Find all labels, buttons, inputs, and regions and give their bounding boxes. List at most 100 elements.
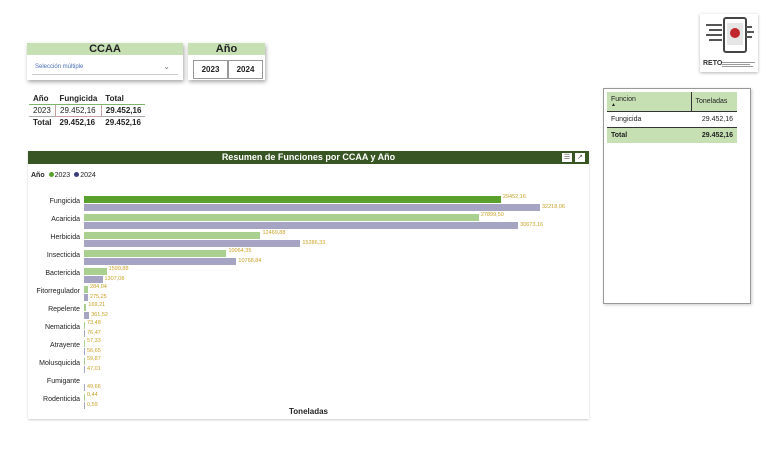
legend-dot-2024 (74, 172, 80, 177)
bar-2024[interactable] (84, 276, 103, 283)
bar-2024[interactable] (84, 384, 85, 391)
column-header-funcion[interactable]: Funcion ▲ (607, 92, 692, 112)
data-label-2023: 10064,35 (228, 248, 252, 254)
row-toneladas: 29.452,16 (691, 111, 737, 128)
data-label-2023: 12469,88 (262, 230, 286, 236)
legend-label-2023: 2023 (54, 172, 71, 179)
bar-2024[interactable] (84, 348, 85, 355)
data-label-2023: 73,48 (87, 320, 101, 326)
data-label-2023: 284,04 (90, 284, 107, 290)
bar-2024[interactable] (84, 294, 88, 301)
category-label: Nematicida (44, 324, 80, 331)
logo-subtext-graphic (722, 62, 755, 67)
logo-text: RETO (703, 60, 723, 67)
category-label: Acaricida (51, 216, 80, 223)
data-label-2024: 30673,16 (520, 222, 544, 228)
data-label-2024: 76,47 (87, 330, 101, 336)
bar-2023[interactable] (84, 340, 85, 347)
funcion-toneladas-table: Funcion ▲ Toneladas Fungicida 29.452,16 … (603, 88, 751, 304)
bar-2023[interactable] (84, 196, 501, 203)
bar-2023[interactable] (84, 304, 87, 311)
category-label: Repelente (48, 306, 80, 313)
total-row: Total 29.452,16 29.452,16 (29, 116, 146, 128)
data-label-2024: 275,25 (89, 294, 107, 300)
legend-title: Año (31, 172, 45, 179)
bar-2023[interactable] (84, 268, 107, 275)
legend-dot-2023 (48, 172, 54, 177)
bar-2023[interactable] (84, 214, 479, 221)
legend-item-2023[interactable]: 2023 (48, 172, 71, 179)
data-label-2024: 361,52 (91, 312, 108, 318)
column-header-total[interactable]: Total (101, 93, 146, 105)
data-label-2023: 29452,16 (502, 194, 526, 200)
table-row: 2023 29.452,16 29.452,16 (29, 104, 145, 117)
data-label-2024: 0,59 (87, 402, 98, 408)
bar-2023[interactable] (84, 394, 85, 401)
bar-2023[interactable] (84, 322, 86, 329)
category-label: Rodenticida (43, 396, 80, 403)
row-fungicida-value[interactable]: 29.452,16 (55, 104, 102, 117)
bar-2024[interactable] (84, 240, 301, 247)
x-axis-label: Toneladas (289, 407, 328, 416)
reto-logo-graphic (706, 17, 754, 53)
bar-2024[interactable] (84, 204, 540, 211)
anio-slicer: Año 2023 2024 (188, 43, 265, 80)
bar-2023[interactable] (84, 358, 85, 365)
bar-2023[interactable] (84, 232, 261, 239)
category-label: Fumigante (46, 378, 80, 385)
total-total: 29.452,16 (101, 116, 146, 128)
data-label-2023: 27899,50 (480, 212, 504, 218)
category-label: Bactericida (45, 270, 80, 277)
data-label-2023: 59,87 (87, 356, 101, 362)
chart-legend: Año 2023 2024 (31, 172, 96, 179)
total-toneladas: 29.452,16 (691, 127, 737, 143)
chart-title: Resumen de Funciones por CCAA y Año (28, 151, 589, 164)
reto-logo: RETO (700, 14, 758, 72)
row-total-value: 29.452,16 (105, 106, 142, 115)
data-label-2024: 47,01 (87, 366, 101, 372)
focus-mode-icon[interactable]: ↗ (575, 153, 585, 162)
chart-header-icons: ☰ ↗ (562, 153, 585, 162)
summary-matrix: Año Fungicida Total 2023 29.452,16 29.45… (29, 93, 146, 128)
bar-2023[interactable] (84, 286, 89, 293)
category-label: Molusquicida (39, 360, 80, 367)
bar-2024[interactable] (84, 312, 90, 319)
column-header-funcion-label: Funcion (611, 95, 636, 103)
table-row: Fungicida 29.452,16 (607, 111, 737, 128)
bar-2024[interactable] (84, 366, 85, 373)
legend-label-2024: 2024 (80, 172, 96, 179)
data-label-2023: 0,44 (87, 392, 98, 398)
anio-option-2023[interactable]: 2023 (193, 60, 228, 79)
total-fungicida: 29.452,16 (55, 116, 102, 128)
legend-item-2024[interactable]: 2024 (74, 172, 96, 179)
data-label-2024: 32218,06 (542, 204, 565, 210)
ccaa-dropdown[interactable]: Selección múltiple ⌄ (32, 60, 178, 75)
data-label-2024: 15286,33 (302, 240, 326, 246)
filter-icon[interactable]: ☰ (562, 153, 572, 162)
ccaa-dropdown-value: Selección múltiple (35, 64, 84, 70)
data-label-2024: 49,66 (87, 384, 101, 390)
data-label-2024: 1307,08 (104, 276, 125, 282)
bar-2024[interactable] (84, 222, 519, 229)
total-label: Total (29, 116, 56, 128)
anio-option-2024[interactable]: 2024 (228, 60, 263, 79)
category-label: Fitorregulador (36, 288, 80, 295)
data-label-2024: 56,65 (87, 348, 101, 354)
row-funcion: Fungicida (607, 111, 691, 128)
data-label-2023: 1599,88 (108, 266, 129, 272)
data-label-2024: 10768,84 (238, 258, 262, 264)
row-anio: 2023 (33, 106, 51, 115)
column-header-fungicida[interactable]: Fungicida (55, 93, 102, 105)
ccaa-slicer: CCAA Selección múltiple ⌄ (27, 43, 183, 80)
column-header-toneladas[interactable]: Toneladas (691, 92, 737, 112)
funciones-bar-chart: Resumen de Funciones por CCAA y Año ☰ ↗ … (28, 151, 589, 419)
category-label: Fungicida (49, 198, 80, 205)
bar-2024[interactable] (84, 402, 85, 409)
data-label-2023: 169,21 (88, 302, 106, 308)
total-label: Total (607, 127, 691, 143)
bar-2023[interactable] (84, 250, 227, 257)
category-label: Herbicida (50, 234, 80, 241)
bar-2024[interactable] (84, 330, 86, 337)
bar-2024[interactable] (84, 258, 237, 265)
column-header-anio[interactable]: Año (29, 93, 56, 105)
